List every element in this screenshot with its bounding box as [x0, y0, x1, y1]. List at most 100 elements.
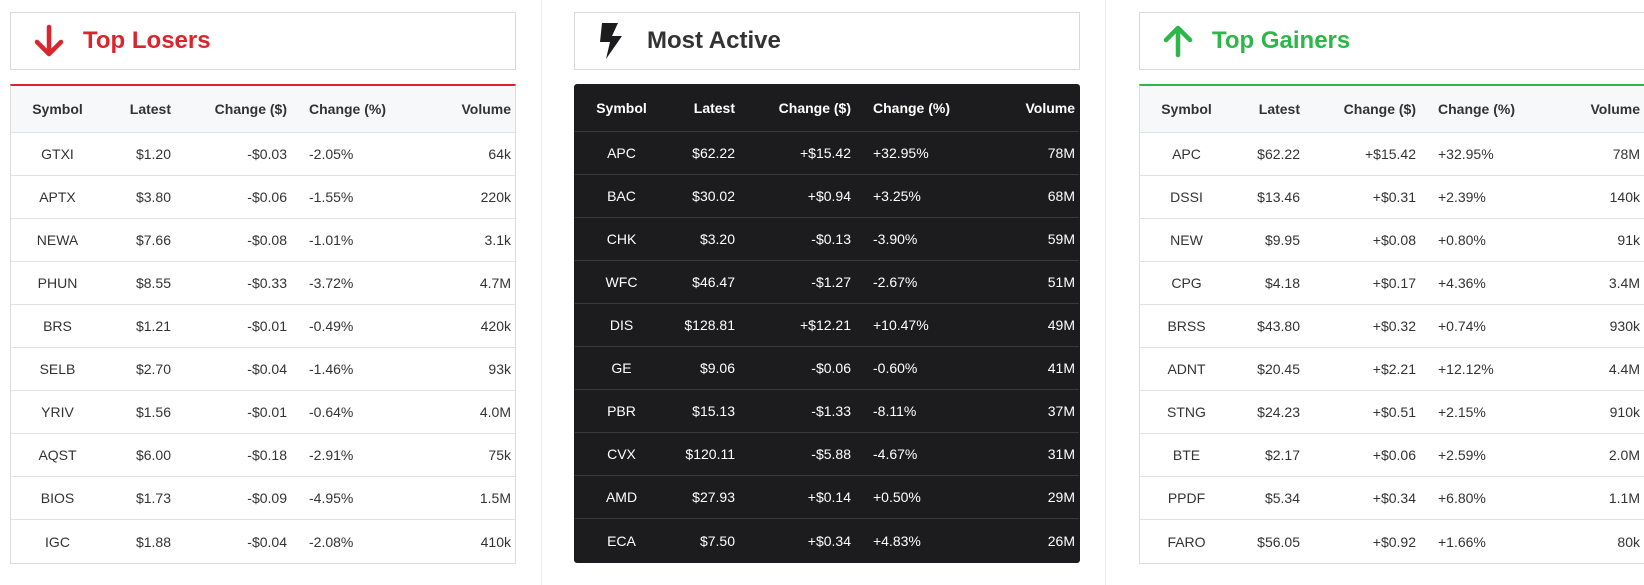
cell-volume: 64k: [488, 146, 511, 162]
column-header-change-percent[interactable]: Change (%): [873, 100, 950, 116]
cell-symbol[interactable]: YRIV: [41, 404, 74, 420]
table-row[interactable]: CPG $4.18 +$0.17 +4.36% 3.4M: [1140, 262, 1644, 305]
column-header-change-percent[interactable]: Change (%): [309, 101, 386, 117]
table-row[interactable]: BTE $2.17 +$0.06 +2.59% 2.0M: [1140, 434, 1644, 477]
cell-symbol[interactable]: BTE: [1172, 447, 1201, 463]
cell-latest: $1.73: [135, 490, 171, 506]
cell-volume: 4.0M: [479, 404, 511, 420]
table-row[interactable]: DSSI $13.46 +$0.31 +2.39% 140k: [1140, 176, 1644, 219]
cell-latest: $1.56: [135, 404, 171, 420]
cell-volume: 4.7M: [479, 275, 511, 291]
cell-symbol[interactable]: AMD: [605, 489, 638, 505]
table-row[interactable]: CHK $3.20 -$0.13 -3.90% 59M: [575, 218, 1079, 261]
cell-symbol[interactable]: BAC: [607, 188, 636, 204]
column-header-change-dollar[interactable]: Change ($): [778, 100, 851, 116]
table-row[interactable]: WFC $46.47 -$1.27 -2.67% 51M: [575, 261, 1079, 304]
column-header-volume[interactable]: Volume: [461, 101, 511, 117]
cell-symbol[interactable]: PHUN: [37, 275, 78, 291]
cell-change-percent: -2.67%: [873, 274, 918, 290]
table-row[interactable]: PPDF $5.34 +$0.34 +6.80% 1.1M: [1140, 477, 1644, 520]
cell-symbol[interactable]: WFC: [605, 274, 638, 290]
cell-symbol[interactable]: CHK: [606, 231, 637, 247]
table-row[interactable]: PBR $15.13 -$1.33 -8.11% 37M: [575, 390, 1079, 433]
table-row[interactable]: ADNT $20.45 +$2.21 +12.12% 4.4M: [1140, 348, 1644, 391]
table-row[interactable]: BRS $1.21 -$0.01 -0.49% 420k: [11, 305, 515, 348]
table-row[interactable]: AQST $6.00 -$0.18 -2.91% 75k: [11, 434, 515, 477]
cell-symbol[interactable]: ECA: [607, 532, 636, 549]
cell-symbol[interactable]: BIOS: [40, 490, 75, 506]
cell-symbol[interactable]: STNG: [1167, 404, 1206, 420]
panel-title: Top Losers: [83, 27, 211, 54]
table-row[interactable]: FARO $56.05 +$0.92 +1.66% 80k: [1140, 520, 1644, 563]
cell-symbol[interactable]: GE: [611, 360, 632, 376]
column-header-change-percent[interactable]: Change (%): [1438, 101, 1515, 117]
cell-symbol[interactable]: DIS: [609, 317, 634, 333]
cell-symbol[interactable]: APC: [607, 145, 636, 161]
table-row[interactable]: CVX $120.11 -$5.88 -4.67% 31M: [575, 433, 1079, 476]
cell-change-dollar: +$0.92: [1372, 533, 1416, 550]
table-row[interactable]: APTX $3.80 -$0.06 -1.55% 220k: [11, 176, 515, 219]
cell-change-dollar: +$0.14: [807, 489, 851, 505]
cell-volume: 930k: [1609, 318, 1640, 334]
table-row[interactable]: ECA $7.50 +$0.34 +4.83% 26M: [575, 519, 1079, 562]
cell-symbol[interactable]: NEWA: [36, 232, 79, 248]
cell-symbol[interactable]: FARO: [1167, 533, 1206, 550]
cell-symbol[interactable]: PBR: [607, 403, 636, 419]
cell-volume: 31M: [1047, 446, 1075, 462]
table-row[interactable]: APC $62.22 +$15.42 +32.95% 78M: [1140, 133, 1644, 176]
cell-symbol[interactable]: IGC: [45, 533, 70, 550]
table-row[interactable]: APC $62.22 +$15.42 +32.95% 78M: [575, 132, 1079, 175]
table-row[interactable]: YRIV $1.56 -$0.01 -0.64% 4.0M: [11, 391, 515, 434]
cell-change-dollar: +$15.42: [1365, 146, 1416, 162]
table-row[interactable]: BAC $30.02 +$0.94 +3.25% 68M: [575, 175, 1079, 218]
column-header-volume[interactable]: Volume: [1025, 100, 1075, 116]
top-losers-panel: Top Losers Symbol Latest Change ($) Change …: [10, 12, 516, 564]
cell-symbol[interactable]: APC: [1172, 146, 1201, 162]
column-header-symbol[interactable]: Symbol: [596, 100, 647, 116]
cell-symbol[interactable]: DSSI: [1170, 189, 1203, 205]
cell-symbol[interactable]: CPG: [1171, 275, 1202, 291]
cell-volume: 68M: [1047, 188, 1075, 204]
cell-change-dollar: -$0.09: [247, 490, 287, 506]
cell-symbol[interactable]: NEW: [1170, 232, 1203, 248]
table-row[interactable]: GTXI $1.20 -$0.03 -2.05% 64k: [11, 133, 515, 176]
cell-volume: 410k: [480, 533, 511, 550]
column-header-symbol[interactable]: Symbol: [1161, 101, 1212, 117]
table-row[interactable]: AMD $27.93 +$0.14 +0.50% 29M: [575, 476, 1079, 519]
cell-symbol[interactable]: BRSS: [1167, 318, 1206, 334]
table-row[interactable]: STNG $24.23 +$0.51 +2.15% 910k: [1140, 391, 1644, 434]
column-header-latest[interactable]: Latest: [129, 101, 171, 117]
cell-change-dollar: -$0.01: [247, 404, 287, 420]
column-header-volume[interactable]: Volume: [1590, 101, 1640, 117]
cell-symbol[interactable]: AQST: [38, 447, 77, 463]
cell-symbol[interactable]: APTX: [39, 189, 76, 205]
cell-symbol[interactable]: SELB: [39, 361, 76, 377]
table-row[interactable]: PHUN $8.55 -$0.33 -3.72% 4.7M: [11, 262, 515, 305]
table-row[interactable]: NEWA $7.66 -$0.08 -1.01% 3.1k: [11, 219, 515, 262]
table-row[interactable]: BIOS $1.73 -$0.09 -4.95% 1.5M: [11, 477, 515, 520]
column-header-latest[interactable]: Latest: [693, 100, 735, 116]
cell-change-percent: -2.91%: [309, 447, 354, 463]
cell-latest: $7.66: [135, 232, 171, 248]
column-header-latest[interactable]: Latest: [1258, 101, 1300, 117]
cell-latest: $3.20: [699, 231, 735, 247]
cell-symbol[interactable]: CVX: [607, 446, 636, 462]
column-header-change-dollar[interactable]: Change ($): [1343, 101, 1416, 117]
table-row[interactable]: GE $9.06 -$0.06 -0.60% 41M: [575, 347, 1079, 390]
column-header-symbol[interactable]: Symbol: [32, 101, 83, 117]
column-header-change-dollar[interactable]: Change ($): [214, 101, 287, 117]
cell-symbol[interactable]: BRS: [43, 318, 72, 334]
cell-volume: 93k: [488, 361, 511, 377]
cell-change-percent: +32.95%: [1438, 146, 1494, 162]
cell-symbol[interactable]: GTXI: [41, 146, 74, 162]
table-row[interactable]: IGC $1.88 -$0.04 -2.08% 410k: [11, 520, 515, 563]
table-row[interactable]: DIS $128.81 +$12.21 +10.47% 49M: [575, 304, 1079, 347]
table-header-row: Symbol Latest Change ($) Change (%) Volume: [1140, 86, 1644, 133]
cell-change-percent: +2.59%: [1438, 447, 1486, 463]
table-row[interactable]: SELB $2.70 -$0.04 -1.46% 93k: [11, 348, 515, 391]
cell-symbol[interactable]: ADNT: [1167, 361, 1206, 377]
table-row[interactable]: BRSS $43.80 +$0.32 +0.74% 930k: [1140, 305, 1644, 348]
cell-change-dollar: +$12.21: [800, 317, 851, 333]
table-row[interactable]: NEW $9.95 +$0.08 +0.80% 91k: [1140, 219, 1644, 262]
cell-symbol[interactable]: PPDF: [1167, 490, 1206, 506]
